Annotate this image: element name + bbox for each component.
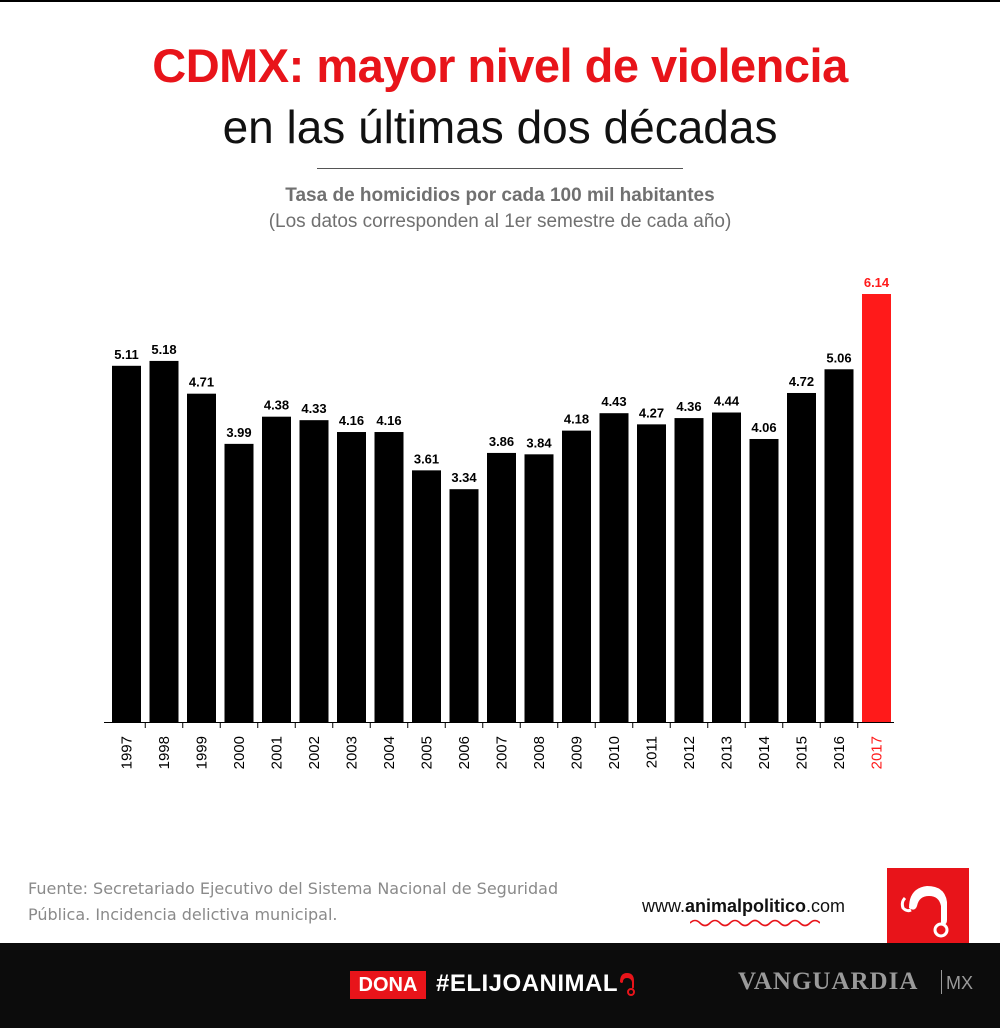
value-label-2010: 4.43: [601, 394, 626, 409]
bar-2003: [337, 432, 366, 722]
bar-2010: [599, 413, 629, 722]
value-label-2014: 4.06: [751, 420, 776, 435]
bar-2004: [374, 432, 404, 722]
chart-subtitle: Tasa de homicidios por cada 100 mil habi…: [285, 185, 715, 206]
bar-2017: [862, 294, 891, 722]
bar-2016: [824, 369, 854, 722]
bar-2012: [674, 418, 704, 722]
bar-2015: [787, 392, 816, 722]
tick-label-1998: 1998: [156, 736, 173, 769]
site-prefix: www.: [642, 896, 686, 916]
tick-label-2012: 2012: [681, 736, 698, 769]
hashtag-link[interactable]: #ELIJOANIMAL: [436, 970, 619, 997]
brand-separator: [941, 970, 942, 994]
site-suffix: .com: [806, 896, 846, 916]
bar-2009: [562, 430, 591, 722]
value-label-1997: 5.11: [114, 347, 139, 362]
page-title-line2: en las últimas dos décadas: [222, 101, 778, 153]
tick-label-2000: 2000: [231, 736, 248, 769]
footer-bar: [0, 943, 1000, 1028]
squiggle-underline: [690, 919, 820, 927]
tick-label-2004: 2004: [381, 736, 398, 769]
website-link[interactable]: www.animalpolitico.com: [642, 896, 845, 917]
tick-label-2005: 2005: [419, 736, 436, 769]
bar-chart: 5.11 1997 5.18 1998 4.71 1999 3.99 2000 4.38 2001…: [104, 275, 894, 769]
tick-label-1999: 1999: [194, 736, 211, 769]
bar-2002: [299, 420, 329, 722]
bar-2007: [487, 452, 516, 722]
dona-button[interactable]: DONA: [350, 971, 426, 999]
bar-2014: [749, 438, 779, 722]
site-name: animalpolitico: [685, 896, 807, 916]
tick-label-2015: 2015: [794, 736, 811, 769]
value-label-2013: 4.44: [714, 394, 740, 409]
bar-2013: [712, 412, 741, 722]
value-label-2016: 5.06: [826, 350, 851, 365]
animal-politico-logo-icon[interactable]: [887, 868, 969, 943]
bar-2011: [637, 424, 666, 722]
tick-label-2008: 2008: [531, 736, 548, 769]
tick-label-2017: 2017: [869, 736, 886, 769]
value-label-2004: 4.16: [376, 413, 401, 428]
vanguardia-brand: VANGUARDIA: [738, 968, 919, 995]
value-label-2011: 4.27: [639, 405, 664, 420]
source-note: Fuente: Secretariado Ejecutivo del Siste…: [28, 879, 559, 924]
tick-label-2013: 2013: [719, 736, 736, 769]
value-label-1998: 5.18: [151, 342, 176, 357]
bar-2006: [449, 489, 479, 722]
value-label-2002: 4.33: [301, 401, 326, 416]
value-label-2015: 4.72: [789, 374, 814, 389]
tick-label-2003: 2003: [344, 736, 361, 769]
bar-2000: [224, 443, 254, 722]
tick-label-2007: 2007: [494, 736, 511, 769]
value-label-2017: 6.14: [864, 275, 890, 290]
value-label-2005: 3.61: [414, 451, 439, 466]
value-label-2009: 4.18: [564, 412, 589, 427]
top-rule: [0, 0, 1000, 2]
bar-2001: [262, 416, 291, 722]
animal-head-icon: [620, 973, 635, 996]
value-label-2008: 3.84: [526, 435, 552, 450]
value-label-2007: 3.86: [489, 434, 514, 449]
page-title: CDMX: mayor nivel de violencia: [152, 39, 848, 92]
bar-2008: [524, 454, 554, 722]
tick-label-1997: 1997: [119, 736, 136, 769]
value-label-2012: 4.36: [676, 399, 701, 414]
value-label-2001: 4.38: [264, 398, 289, 413]
value-label-2003: 4.16: [339, 413, 364, 428]
tick-label-2001: 2001: [269, 736, 286, 769]
vanguardia-brand-suffix: MX: [946, 973, 973, 993]
tick-label-2002: 2002: [306, 736, 323, 769]
value-label-2000: 3.99: [226, 425, 251, 440]
chart-subtitle-note: (Los datos corresponden al 1er semestre …: [268, 211, 732, 232]
bar-1997: [112, 365, 141, 722]
bar-1999: [187, 393, 216, 722]
tick-label-2014: 2014: [756, 736, 773, 769]
value-label-2006: 3.34: [451, 470, 477, 485]
value-label-1999: 4.71: [189, 375, 214, 390]
bar-1998: [149, 360, 179, 722]
tick-label-2006: 2006: [456, 736, 473, 769]
tick-label-2016: 2016: [831, 736, 848, 769]
title-divider: [317, 168, 683, 169]
tick-label-2011: 2011: [644, 736, 661, 768]
tick-label-2010: 2010: [606, 736, 623, 769]
tick-label-2009: 2009: [569, 736, 586, 769]
bar-2005: [412, 470, 441, 722]
